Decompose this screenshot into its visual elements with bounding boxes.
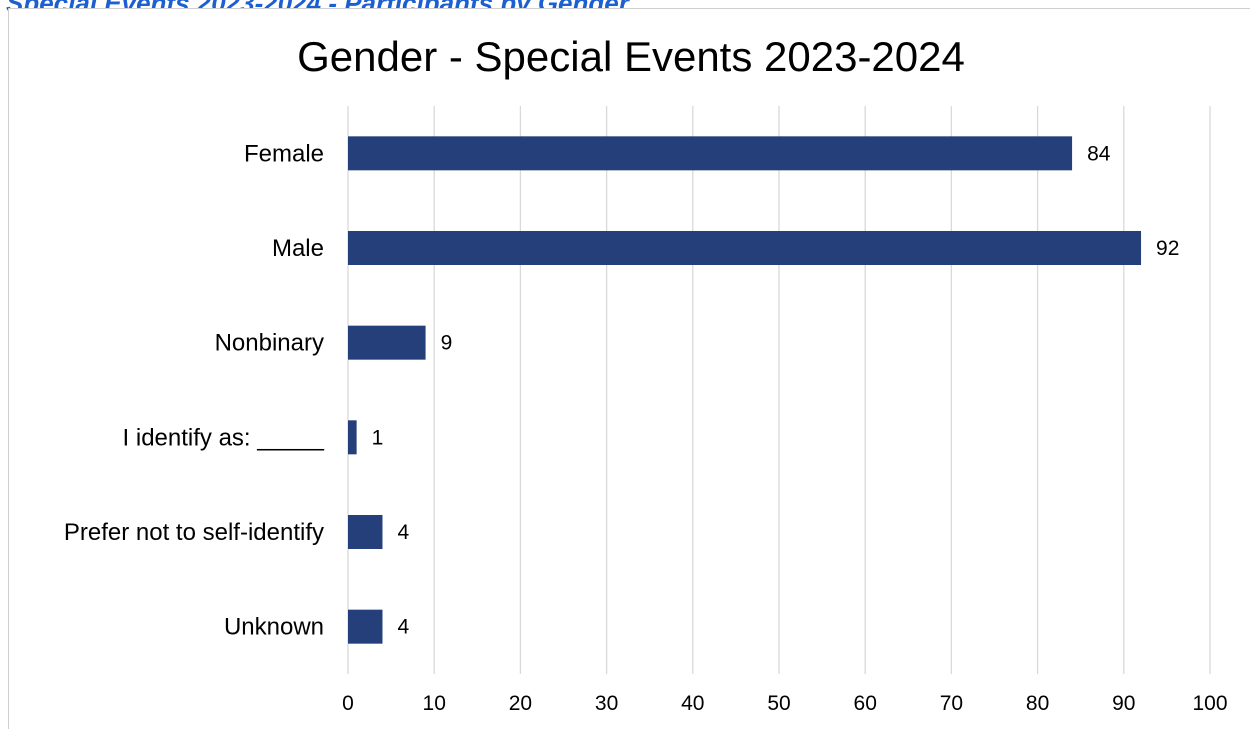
bar <box>348 325 426 360</box>
category-label: Unknown <box>224 614 324 641</box>
bar-chart: Gender - Special Events 2023-2024 Female… <box>64 33 1228 715</box>
category-label: Female <box>244 140 324 167</box>
data-label: 4 <box>397 521 409 544</box>
x-tick-label: 70 <box>940 692 963 715</box>
x-tick-label: 50 <box>767 692 790 715</box>
category-label: Prefer not to self-identify <box>64 519 324 546</box>
category-label: I identify as: _____ <box>123 424 325 451</box>
x-tick-label: 30 <box>595 692 618 715</box>
category-label: Male <box>272 235 324 262</box>
data-label: 92 <box>1156 237 1179 260</box>
bar <box>348 136 1073 171</box>
x-tick-label: 20 <box>509 692 532 715</box>
x-tick-label: 40 <box>681 692 704 715</box>
x-tick-label: 80 <box>1026 692 1049 715</box>
x-tick-label: 100 <box>1192 692 1227 715</box>
data-label: 1 <box>372 426 384 449</box>
bar <box>348 515 383 549</box>
bar <box>348 231 1142 265</box>
bar <box>348 609 383 644</box>
data-label: 9 <box>441 332 453 355</box>
bar <box>348 420 357 455</box>
chart-container: Gender - Special Events 2023-2024 Female… <box>8 8 1250 729</box>
category-label: Nonbinary <box>215 330 324 357</box>
x-axis-ticks: 0 10 20 30 40 50 60 70 80 90 100 <box>342 692 1227 715</box>
category-labels: Female Male Nonbinary I identify as: _____ P… <box>64 140 325 640</box>
x-tick-label: 0 <box>342 692 354 715</box>
data-label: 84 <box>1087 142 1111 165</box>
bars <box>348 136 1142 644</box>
data-label: 4 <box>397 616 409 639</box>
gridlines <box>347 106 1211 674</box>
x-tick-label: 60 <box>854 692 877 715</box>
x-tick-label: 10 <box>423 692 446 715</box>
x-tick-label: 90 <box>1112 692 1135 715</box>
data-labels: 84 92 9 1 4 4 <box>372 142 1180 638</box>
chart-title: Gender - Special Events 2023-2024 <box>297 33 965 80</box>
